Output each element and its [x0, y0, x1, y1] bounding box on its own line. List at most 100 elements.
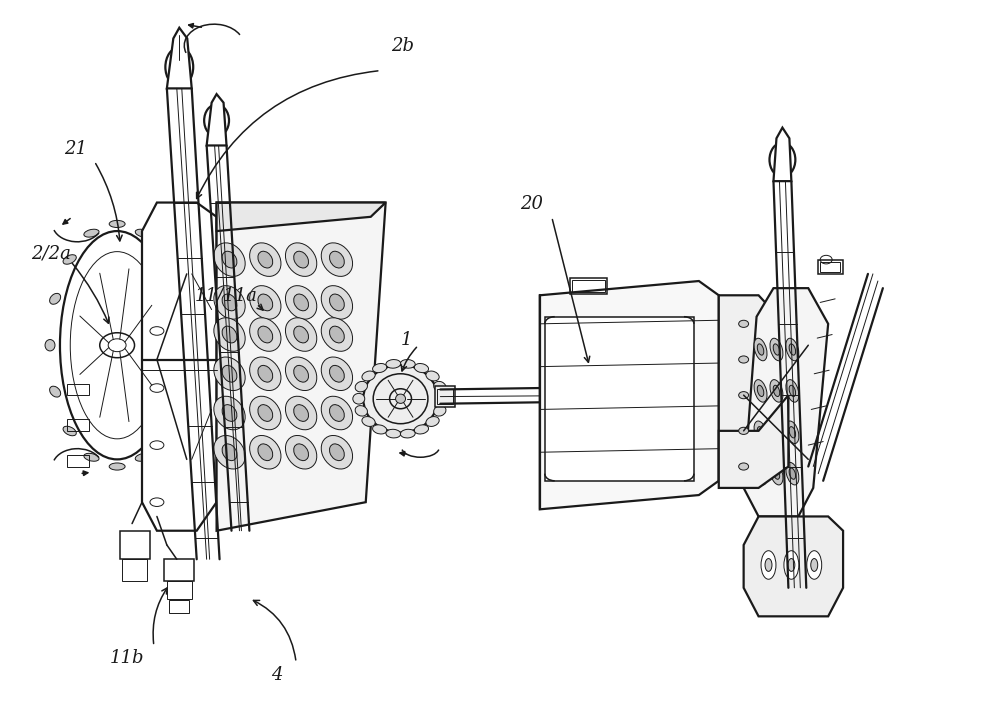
Ellipse shape [294, 326, 309, 343]
Ellipse shape [222, 326, 237, 343]
Ellipse shape [50, 293, 61, 304]
Ellipse shape [757, 426, 764, 438]
Ellipse shape [258, 326, 273, 343]
Ellipse shape [400, 360, 415, 368]
Polygon shape [719, 395, 788, 488]
Ellipse shape [285, 318, 317, 352]
Ellipse shape [285, 396, 317, 430]
Ellipse shape [757, 468, 764, 480]
Ellipse shape [434, 381, 446, 392]
Ellipse shape [321, 285, 353, 319]
Bar [167, 581, 192, 598]
Ellipse shape [757, 344, 764, 355]
Ellipse shape [739, 427, 749, 434]
Bar [570, 278, 607, 294]
Ellipse shape [754, 380, 767, 402]
Ellipse shape [788, 559, 795, 572]
Polygon shape [217, 203, 386, 231]
Ellipse shape [214, 396, 245, 430]
Polygon shape [744, 516, 843, 616]
Ellipse shape [174, 386, 185, 397]
Ellipse shape [63, 255, 76, 264]
Ellipse shape [770, 421, 783, 444]
Bar [437, 390, 453, 404]
Ellipse shape [373, 364, 387, 372]
Bar [572, 280, 605, 292]
Ellipse shape [770, 380, 783, 402]
Polygon shape [744, 288, 828, 516]
Ellipse shape [214, 436, 245, 469]
Ellipse shape [434, 406, 446, 416]
Ellipse shape [789, 344, 796, 355]
Ellipse shape [784, 551, 799, 580]
Ellipse shape [330, 444, 344, 461]
Ellipse shape [362, 416, 375, 426]
Ellipse shape [250, 436, 281, 469]
Polygon shape [207, 94, 227, 145]
Ellipse shape [386, 360, 401, 368]
Bar [169, 600, 189, 613]
Ellipse shape [739, 392, 749, 399]
Ellipse shape [222, 365, 237, 382]
Ellipse shape [45, 339, 55, 351]
Text: 4: 4 [271, 666, 283, 684]
Ellipse shape [50, 386, 61, 397]
Ellipse shape [770, 462, 783, 485]
Ellipse shape [426, 371, 439, 381]
Ellipse shape [773, 385, 780, 396]
Ellipse shape [294, 444, 309, 461]
Ellipse shape [222, 405, 237, 421]
Ellipse shape [765, 559, 772, 572]
Ellipse shape [214, 285, 245, 319]
Ellipse shape [258, 294, 273, 311]
Ellipse shape [330, 294, 344, 311]
Ellipse shape [84, 229, 99, 237]
Ellipse shape [739, 463, 749, 470]
Ellipse shape [330, 365, 344, 382]
Text: 2b: 2b [391, 37, 414, 55]
Bar [120, 531, 150, 559]
Ellipse shape [258, 405, 273, 421]
Ellipse shape [250, 396, 281, 430]
Text: 1: 1 [401, 331, 412, 349]
Ellipse shape [414, 425, 429, 434]
Bar [545, 316, 694, 481]
Ellipse shape [321, 357, 353, 390]
Ellipse shape [773, 468, 780, 480]
Ellipse shape [285, 357, 317, 390]
Ellipse shape [773, 426, 780, 438]
Ellipse shape [214, 357, 245, 390]
Ellipse shape [109, 221, 125, 227]
Ellipse shape [321, 396, 353, 430]
Ellipse shape [214, 318, 245, 352]
Text: 21: 21 [64, 140, 87, 158]
Text: 2/2a: 2/2a [31, 245, 70, 263]
Ellipse shape [321, 243, 353, 276]
Ellipse shape [373, 425, 387, 434]
Ellipse shape [321, 436, 353, 469]
Bar [818, 260, 843, 274]
Ellipse shape [135, 454, 150, 461]
Ellipse shape [222, 444, 237, 461]
Ellipse shape [363, 365, 438, 433]
Ellipse shape [739, 356, 749, 363]
Ellipse shape [158, 426, 171, 436]
Bar [122, 559, 147, 581]
Ellipse shape [285, 285, 317, 319]
Ellipse shape [355, 381, 367, 392]
Ellipse shape [789, 426, 796, 438]
Ellipse shape [739, 320, 749, 327]
Ellipse shape [400, 429, 415, 438]
Ellipse shape [754, 338, 767, 361]
Ellipse shape [250, 285, 281, 319]
Ellipse shape [158, 255, 171, 264]
Bar [67, 419, 89, 431]
Ellipse shape [786, 380, 799, 402]
Ellipse shape [294, 251, 309, 268]
Bar [164, 559, 194, 581]
Ellipse shape [362, 371, 375, 381]
Text: 11b: 11b [110, 649, 145, 667]
Ellipse shape [330, 326, 344, 343]
Ellipse shape [84, 454, 99, 461]
Polygon shape [540, 281, 719, 509]
